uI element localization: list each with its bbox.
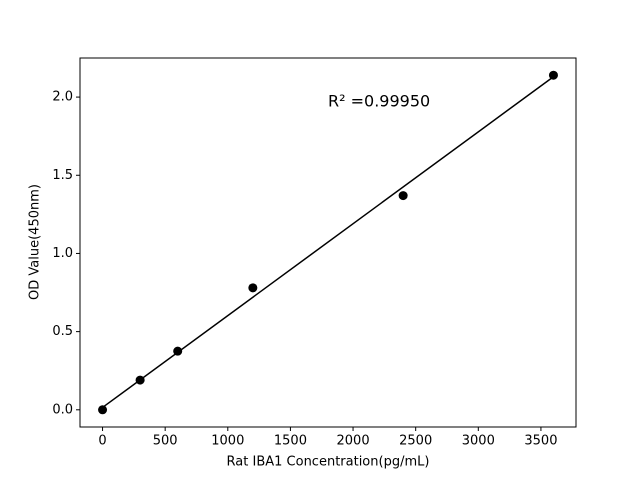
x-tick-label: 1500 [274,434,307,449]
x-tick-label: 3500 [524,434,557,449]
x-axis-label: Rat IBA1 Concentration(pg/mL) [227,455,430,470]
x-tick-label: 500 [153,434,178,449]
x-tick-label: 0 [98,434,106,449]
y-tick-label: 0.0 [52,402,73,417]
y-tick-label: 1.0 [52,246,73,261]
y-tick-label: 0.5 [52,324,73,339]
y-tick-label: 2.0 [52,90,73,105]
annotation: R² =0.99950 [328,92,430,111]
x-tick-label: 2000 [337,434,370,449]
y-tick-label: 1.5 [52,168,73,183]
x-tick-label: 1000 [211,434,244,449]
x-tick-label: 2500 [399,434,432,449]
x-tick-label: 3000 [462,434,495,449]
fit-line [102,76,554,409]
data-point [548,70,558,80]
plot-frame [79,57,577,428]
y-axis-label: OD Value(450nm) [28,184,43,300]
data-point [173,346,183,356]
data-point [248,283,258,293]
data-point [98,405,108,415]
data-point [398,191,408,201]
data-point [135,375,145,385]
